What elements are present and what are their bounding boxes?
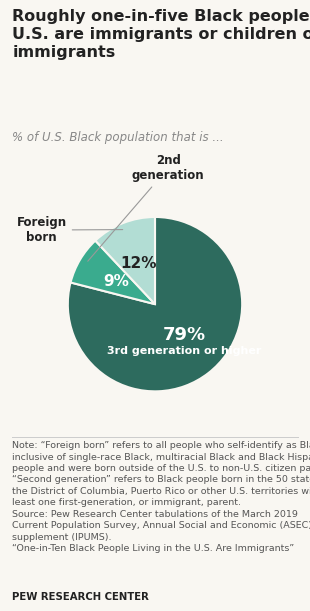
Text: 12%: 12%: [121, 256, 157, 271]
Text: 3rd generation or higher: 3rd generation or higher: [107, 346, 262, 356]
Text: 2nd
generation: 2nd generation: [88, 154, 204, 262]
Text: Note: “Foreign born” refers to all people who self-identify as Black,
inclusive : Note: “Foreign born” refers to all peopl…: [12, 441, 310, 553]
Text: 9%: 9%: [103, 274, 129, 288]
Text: 79%: 79%: [163, 326, 206, 344]
Text: Foreign
born: Foreign born: [17, 216, 123, 244]
Wedge shape: [71, 241, 155, 304]
Wedge shape: [68, 217, 242, 392]
Wedge shape: [95, 217, 155, 304]
Text: Roughly one-in-five Black people in the
U.S. are immigrants or children of Black: Roughly one-in-five Black people in the …: [12, 9, 310, 60]
Text: PEW RESEARCH CENTER: PEW RESEARCH CENTER: [12, 592, 149, 602]
Text: % of U.S. Black population that is ...: % of U.S. Black population that is ...: [12, 131, 224, 144]
